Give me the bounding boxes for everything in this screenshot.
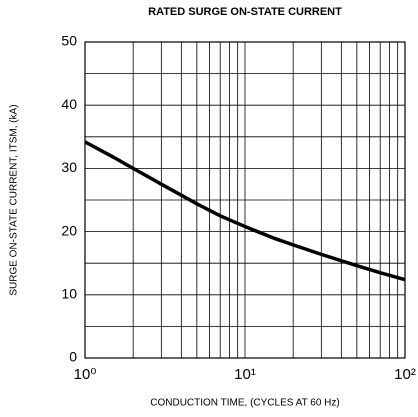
y-axis-label: SURGE ON-STATE CURRENT, ITSM, (kA): [9, 104, 20, 295]
x-axis-label: CONDUCTION TIME, (CYCLES AT 60 Hz): [150, 398, 339, 409]
y-tick-label: 30: [61, 159, 77, 175]
plot-frame: [84, 41, 406, 359]
y-tick-label: 50: [61, 33, 77, 49]
y-tick-label: 0: [69, 349, 77, 365]
data-line: [84, 140, 406, 282]
chart-title: RATED SURGE ON-STATE CURRENT: [148, 6, 342, 18]
x-tick-label: 10¹: [234, 366, 256, 383]
x-tick-label: 10²: [394, 366, 416, 383]
x-tick-label: 10⁰: [74, 366, 97, 383]
y-tick-label: 40: [61, 96, 77, 112]
y-tick-label: 20: [61, 222, 77, 238]
y-tick-label: 10: [61, 286, 77, 302]
